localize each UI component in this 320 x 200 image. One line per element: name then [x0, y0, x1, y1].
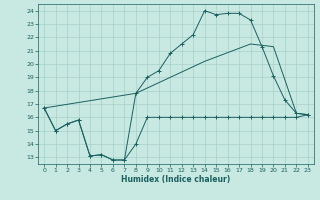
X-axis label: Humidex (Indice chaleur): Humidex (Indice chaleur): [121, 175, 231, 184]
